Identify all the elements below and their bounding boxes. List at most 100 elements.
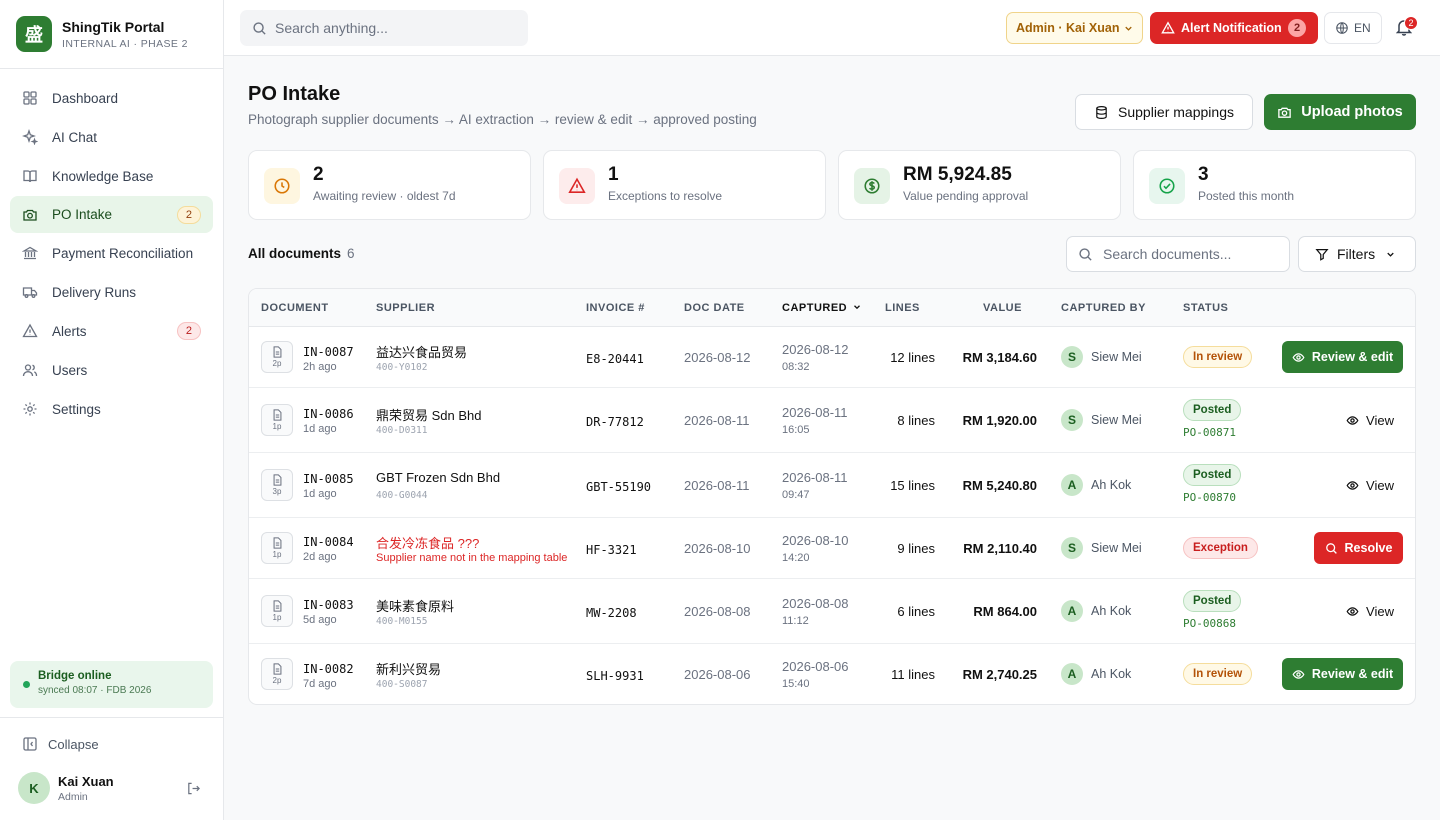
supplier-mappings-button[interactable]: Supplier mappings	[1075, 94, 1253, 130]
supplier-mapping-warning: Supplier name not in the mapping table	[376, 552, 568, 564]
topbar: Search anything... Admin · Kai Xuan Aler…	[224, 0, 1440, 56]
user-role: Admin	[58, 790, 88, 803]
document-value: RM 864.00	[973, 604, 1037, 619]
captured-by-name: Siew Mei	[1091, 413, 1142, 427]
stat-card-posted[interactable]: 3 Posted this month	[1133, 150, 1416, 220]
brand[interactable]: 盛 ShingTik Portal INTERNAL AI · PHASE 2	[0, 0, 223, 69]
column-header-supplier[interactable]: SUPPLIER	[376, 302, 436, 314]
captured-by: S Siew Mei	[1061, 346, 1142, 368]
view-button[interactable]: View	[1342, 404, 1398, 436]
eye-icon	[1346, 414, 1359, 427]
po-reference[interactable]: PO-00870	[1183, 491, 1236, 504]
column-header-invoice[interactable]: INVOICE #	[586, 302, 645, 314]
stat-value: 1	[608, 164, 619, 185]
table-row[interactable]: 2p IN-0087 2h ago 益达兴食品贸易 400-Y0102 E8-2…	[249, 327, 1415, 388]
upload-photos-button[interactable]: Upload photos	[1264, 94, 1416, 130]
stat-card-exceptions[interactable]: 1 Exceptions to resolve	[543, 150, 826, 220]
supplier-code: 400-M0155	[376, 616, 428, 627]
captured-by: S Siew Mei	[1061, 537, 1142, 559]
review-edit-button[interactable]: Review & edit	[1282, 341, 1403, 373]
global-search-input[interactable]: Search anything...	[240, 10, 528, 46]
sidebar-item-po-intake[interactable]: PO Intake 2	[10, 196, 213, 233]
sidebar-item-label: AI Chat	[52, 129, 98, 145]
document-id[interactable]: IN-0083	[303, 598, 354, 612]
sidebar-item-ai-chat[interactable]: AI Chat	[10, 118, 213, 156]
sidebar-item-users[interactable]: Users	[10, 351, 213, 389]
document-search-placeholder: Search documents...	[1103, 246, 1232, 262]
collapse-button[interactable]: Collapse	[0, 718, 223, 770]
captured-time: 15:40	[782, 678, 810, 690]
page-count: 1p	[272, 422, 282, 431]
line-count: 9 lines	[897, 541, 935, 556]
language-switcher[interactable]: EN	[1324, 12, 1382, 44]
bridge-status-title: Bridge online	[38, 670, 112, 682]
sidebar-item-dashboard[interactable]: Dashboard	[10, 79, 213, 117]
resolve-button[interactable]: Resolve	[1314, 532, 1403, 564]
admin-menu-button[interactable]: Admin · Kai Xuan	[1006, 12, 1143, 44]
sidebar-item-payment-reconciliation[interactable]: Payment Reconciliation	[10, 234, 213, 272]
table-row[interactable]: 2p IN-0082 7d ago 新利兴贸易 400-S0087 SLH-99…	[249, 644, 1415, 704]
avatar: A	[1061, 474, 1083, 496]
bridge-status: Bridge online synced 08:07 · FDB 2026	[10, 661, 213, 708]
document-id[interactable]: IN-0082	[303, 662, 354, 676]
captured-date: 2026-08-11	[782, 405, 848, 420]
column-header-doc-date[interactable]: DOC DATE	[684, 302, 745, 314]
table-row[interactable]: 1p IN-0086 1d ago 鼎荣贸易 Sdn Bhd 400-D0311…	[249, 388, 1415, 453]
line-count: 6 lines	[897, 604, 935, 619]
column-header-status[interactable]: STATUS	[1183, 302, 1229, 314]
alert-notification-button[interactable]: Alert Notification 2	[1150, 12, 1318, 44]
document-age: 1d ago	[303, 423, 337, 435]
avatar: K	[18, 772, 50, 804]
filters-button[interactable]: Filters	[1298, 236, 1416, 272]
table-row[interactable]: 1p IN-0083 5d ago 美味素食原料 400-M0155 MW-22…	[249, 579, 1415, 644]
sidebar-item-label: Payment Reconciliation	[52, 245, 194, 261]
sidebar-item-delivery-runs[interactable]: Delivery Runs	[10, 273, 213, 311]
column-header-captured-by[interactable]: CAPTURED BY	[1061, 302, 1146, 314]
column-header-captured[interactable]: CAPTURED	[782, 302, 862, 314]
sidebar-item-alerts[interactable]: Alerts 2	[10, 312, 213, 350]
stat-card-awaiting-review[interactable]: 2 Awaiting review · oldest 7d	[248, 150, 531, 220]
view-button[interactable]: View	[1342, 469, 1398, 501]
column-header-document[interactable]: DOCUMENT	[261, 302, 329, 314]
status-badge: Posted	[1183, 590, 1242, 612]
page-count: 3p	[272, 487, 282, 496]
page-count: 1p	[272, 613, 282, 622]
view-button[interactable]: View	[1342, 595, 1398, 627]
sidebar-item-knowledge-base[interactable]: Knowledge Base	[10, 157, 213, 195]
po-reference[interactable]: PO-00871	[1183, 426, 1236, 439]
document-value: RM 2,110.40	[963, 541, 1037, 556]
table-row[interactable]: 1p IN-0084 2d ago 合发冷冻食品 ??? Supplier na…	[249, 518, 1415, 579]
line-count: 12 lines	[890, 350, 935, 365]
documents-table: DOCUMENT SUPPLIER INVOICE # DOC DATE CAP…	[248, 288, 1416, 705]
document-search-input[interactable]: Search documents...	[1066, 236, 1290, 272]
invoice-number: GBT-55190	[586, 480, 652, 494]
table-row[interactable]: 3p IN-0085 1d ago GBT Frozen Sdn Bhd 400…	[249, 453, 1415, 518]
logout-icon[interactable]	[186, 781, 201, 796]
line-count: 8 lines	[897, 413, 935, 428]
user-profile[interactable]: K Kai Xuan Admin	[0, 770, 223, 806]
supplier-code: 400-D0311	[376, 425, 428, 436]
column-header-lines[interactable]: LINES	[885, 302, 920, 314]
review-edit-button[interactable]: Review & edit	[1282, 658, 1403, 690]
column-header-value[interactable]: VALUE	[983, 302, 1022, 314]
stat-label: Awaiting review · oldest 7d	[313, 189, 456, 203]
document-id[interactable]: IN-0084	[303, 535, 354, 549]
po-reference[interactable]: PO-00868	[1183, 617, 1236, 630]
stat-card-value-pending[interactable]: RM 5,924.85 Value pending approval	[838, 150, 1121, 220]
document-id[interactable]: IN-0087	[303, 345, 354, 359]
action-label: Review & edit	[1311, 667, 1394, 681]
captured-time: 09:47	[782, 489, 810, 501]
line-count: 15 lines	[890, 478, 935, 493]
sidebar-item-label: Alerts	[52, 323, 87, 339]
eye-icon	[1292, 668, 1305, 681]
stat-label: Posted this month	[1198, 189, 1295, 203]
supplier-code: 400-S0087	[376, 679, 428, 690]
document-id[interactable]: IN-0085	[303, 472, 354, 486]
chevron-down-icon	[1123, 23, 1134, 34]
camera-icon	[22, 207, 38, 223]
sidebar: 盛 ShingTik Portal INTERNAL AI · PHASE 2 …	[0, 0, 224, 820]
sidebar-item-settings[interactable]: Settings	[10, 390, 213, 428]
document-id[interactable]: IN-0086	[303, 407, 354, 421]
stat-value: 3	[1198, 164, 1209, 185]
language-label: EN	[1354, 21, 1371, 35]
